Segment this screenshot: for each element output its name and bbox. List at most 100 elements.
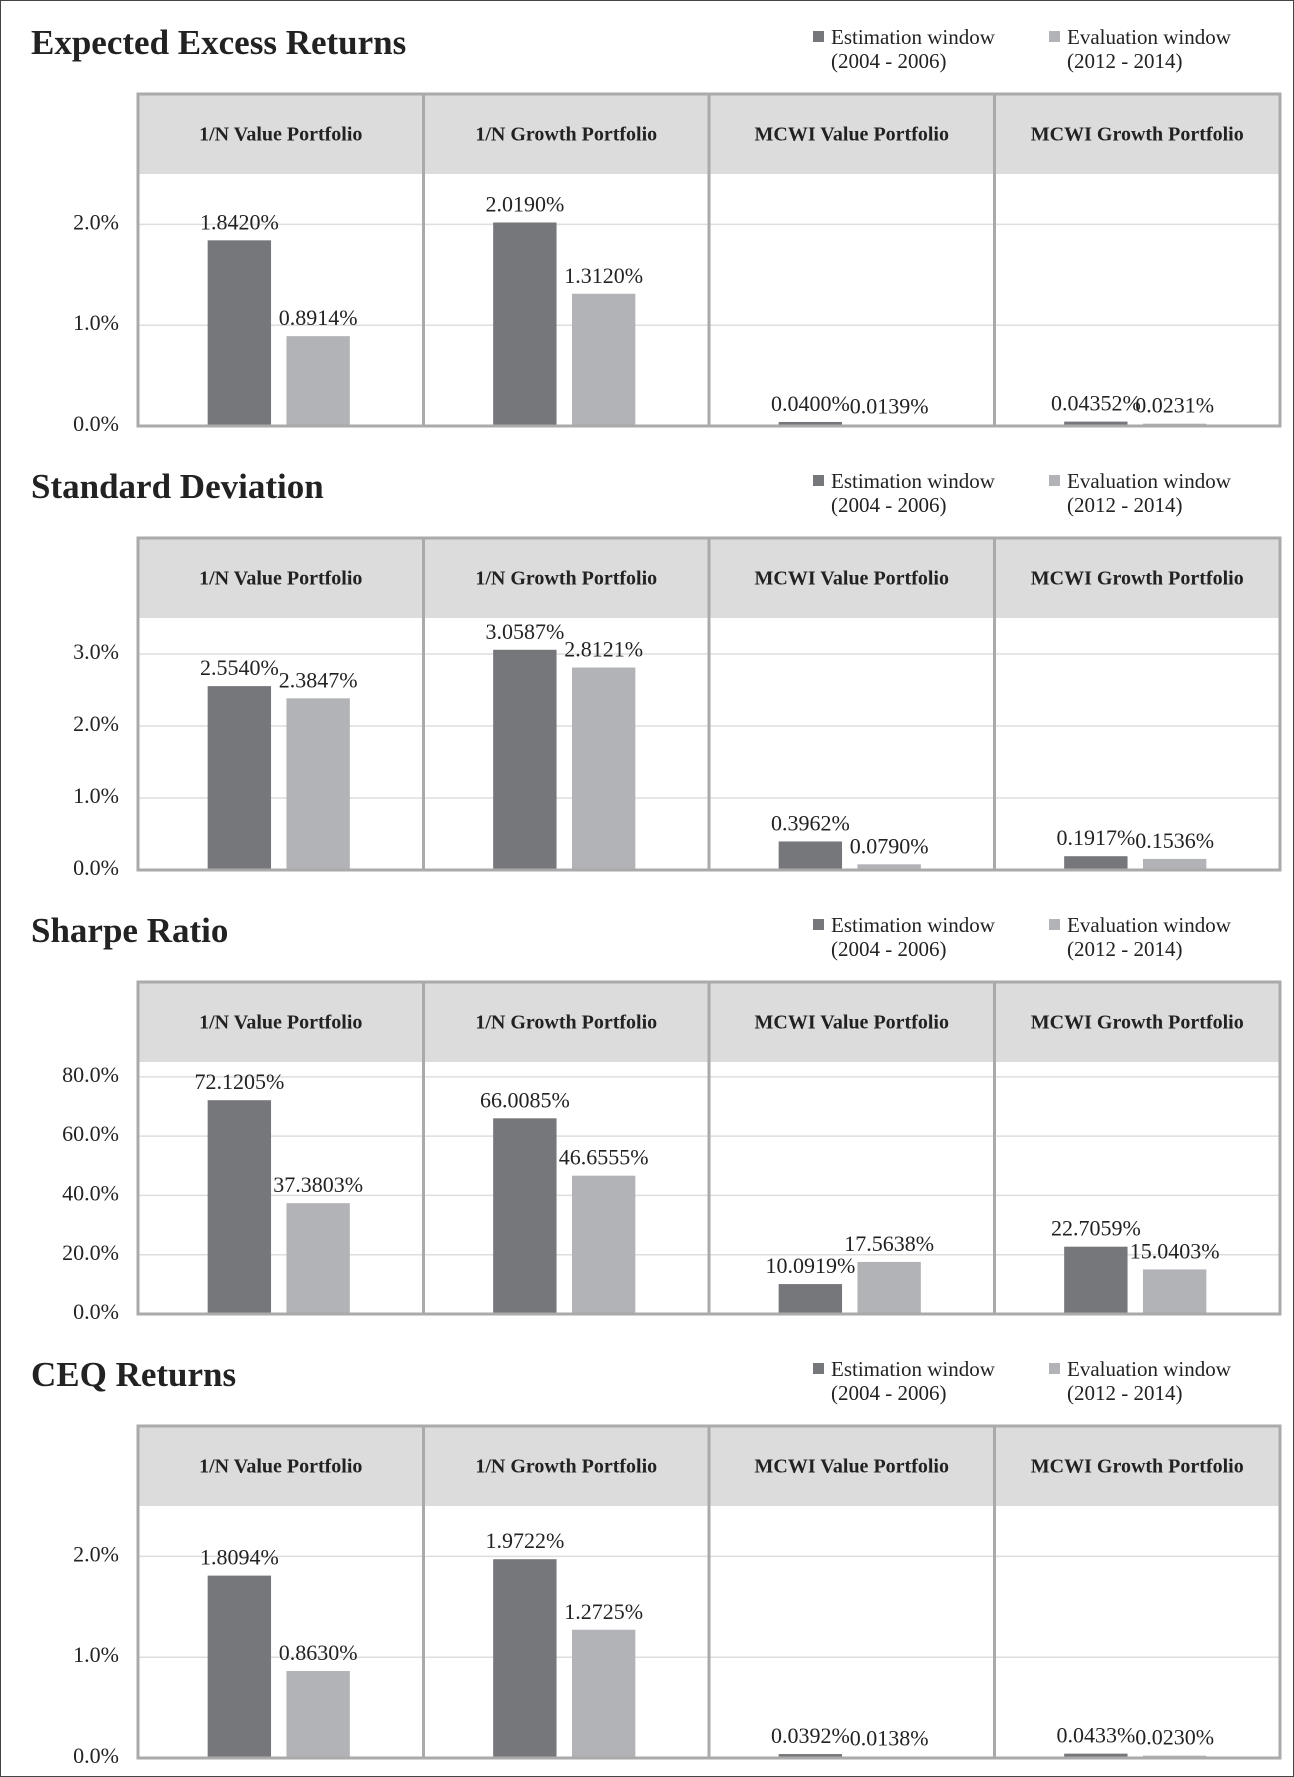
y-tick-label: 20.0% xyxy=(62,1240,119,1265)
value-label: 0.04352% xyxy=(1051,391,1141,416)
legend-label: Estimation window (2004 - 2006) xyxy=(831,25,995,73)
value-label: 0.0139% xyxy=(850,394,929,419)
bar xyxy=(571,667,636,870)
category-label: MCWI Growth Portfolio xyxy=(1031,1456,1244,1478)
value-label: 0.8914% xyxy=(279,305,358,330)
legend-swatch xyxy=(813,475,824,486)
legend-swatch xyxy=(1049,919,1060,930)
value-label: 0.1536% xyxy=(1135,828,1214,853)
value-label: 15.0403% xyxy=(1130,1238,1220,1263)
value-label: 2.8121% xyxy=(564,637,643,662)
value-label: 0.3962% xyxy=(771,811,850,836)
category-label: MCWI Growth Portfolio xyxy=(1031,1012,1244,1034)
bar xyxy=(1064,421,1128,426)
legend-entry: Evaluation window (2012 - 2014) xyxy=(1049,25,1257,73)
legend-label: Evaluation window (2012 - 2014) xyxy=(1067,1357,1231,1405)
bar xyxy=(207,240,272,426)
bar xyxy=(493,222,557,426)
value-label: 46.6555% xyxy=(559,1145,649,1170)
legend-label: Evaluation window (2012 - 2014) xyxy=(1067,913,1231,961)
category-label: 1/N Value Portfolio xyxy=(199,568,362,590)
value-label: 0.0231% xyxy=(1135,393,1214,418)
bar xyxy=(493,649,557,870)
category-label: 1/N Growth Portfolio xyxy=(475,124,657,146)
panel-frame xyxy=(136,1424,1282,1760)
chart-title: Sharpe Ratio xyxy=(31,911,228,950)
value-label: 10.0919% xyxy=(765,1253,855,1278)
y-tick-label: 60.0% xyxy=(62,1121,119,1146)
value-label: 0.0433% xyxy=(1056,1723,1135,1748)
category-label: MCWI Value Portfolio xyxy=(755,1012,949,1034)
bar xyxy=(286,1671,350,1758)
value-label: 2.3847% xyxy=(279,667,358,692)
bar xyxy=(1142,858,1207,870)
legend-entry: Estimation window (2004 - 2006) xyxy=(813,1357,1021,1405)
bar xyxy=(493,1559,557,1758)
category-label: 1/N Value Portfolio xyxy=(199,1012,362,1034)
value-label: 0.0400% xyxy=(771,391,850,416)
value-label: 0.1917% xyxy=(1056,825,1135,850)
category-label: MCWI Value Portfolio xyxy=(755,124,949,146)
legend-entry: Evaluation window (2012 - 2014) xyxy=(1049,913,1257,961)
value-label: 17.5638% xyxy=(844,1231,934,1256)
y-tick-label: 0.0% xyxy=(73,1299,119,1324)
y-tick-label: 1.0% xyxy=(73,783,119,808)
category-label: 1/N Value Portfolio xyxy=(199,1456,362,1478)
legend-swatch xyxy=(813,31,824,42)
y-tick-label: 2.0% xyxy=(73,711,119,736)
value-label: 1.3120% xyxy=(564,263,643,288)
category-label: MCWI Value Portfolio xyxy=(755,568,949,590)
category-label: MCWI Growth Portfolio xyxy=(1031,124,1244,146)
value-label: 0.0138% xyxy=(850,1726,929,1751)
y-tick-label: 1.0% xyxy=(73,310,119,335)
bar xyxy=(571,1175,636,1314)
value-label: 22.7059% xyxy=(1051,1216,1141,1241)
y-tick-label: 40.0% xyxy=(62,1180,119,1205)
y-tick-label: 0.0% xyxy=(73,411,119,436)
bar xyxy=(1142,1269,1207,1314)
panel-frame xyxy=(136,536,1282,872)
bar xyxy=(286,1203,350,1314)
value-label: 1.2725% xyxy=(564,1599,643,1624)
legend-label: Evaluation window (2012 - 2014) xyxy=(1067,25,1231,73)
value-label: 0.0392% xyxy=(771,1723,850,1748)
category-label: 1/N Growth Portfolio xyxy=(475,568,657,590)
bar xyxy=(778,1284,843,1314)
value-label: 1.9722% xyxy=(485,1528,564,1553)
bar xyxy=(857,864,921,870)
chart-title: Expected Excess Returns xyxy=(31,23,406,62)
legend-label: Estimation window (2004 - 2006) xyxy=(831,469,995,517)
y-tick-label: 0.0% xyxy=(73,855,119,880)
bar xyxy=(1064,856,1128,870)
legend-swatch xyxy=(1049,475,1060,486)
legend-entry: Estimation window (2004 - 2006) xyxy=(813,913,1021,961)
y-tick-label: 3.0% xyxy=(73,639,119,664)
category-label: 1/N Growth Portfolio xyxy=(475,1012,657,1034)
legend-entry: Estimation window (2004 - 2006) xyxy=(813,469,1021,517)
value-label: 0.0790% xyxy=(850,833,929,858)
value-label: 3.0587% xyxy=(485,619,564,644)
y-tick-label: 2.0% xyxy=(73,1541,119,1566)
bar xyxy=(207,1575,272,1758)
legend-entry: Evaluation window (2012 - 2014) xyxy=(1049,1357,1257,1405)
legend-label: Estimation window (2004 - 2006) xyxy=(831,913,995,961)
bar xyxy=(857,1261,921,1314)
legend-label: Evaluation window (2012 - 2014) xyxy=(1067,469,1231,517)
legend-swatch xyxy=(813,919,824,930)
category-label: 1/N Growth Portfolio xyxy=(475,1456,657,1478)
y-tick-label: 1.0% xyxy=(73,1642,119,1667)
bar xyxy=(778,1754,843,1758)
bar xyxy=(1064,1753,1128,1758)
bar xyxy=(571,293,636,426)
bar xyxy=(1064,1246,1128,1314)
bar xyxy=(493,1118,557,1314)
bar xyxy=(207,1100,272,1314)
legend-swatch xyxy=(1049,1363,1060,1374)
bar xyxy=(207,686,272,870)
category-label: 1/N Value Portfolio xyxy=(199,124,362,146)
legend-entry: Evaluation window (2012 - 2014) xyxy=(1049,469,1257,517)
legend-entry: Estimation window (2004 - 2006) xyxy=(813,25,1021,73)
value-label: 0.8630% xyxy=(279,1640,358,1665)
